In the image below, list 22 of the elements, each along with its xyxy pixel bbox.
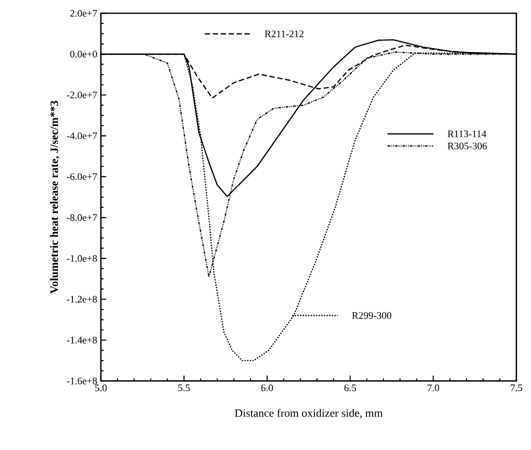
x-tick-label: 5.0: [95, 384, 107, 392]
y-tick-label: -1.4e+8: [66, 336, 97, 344]
x-tick-label: 6.5: [344, 384, 356, 392]
legend-label: R305-306: [448, 142, 487, 150]
y-tick-label: -2.0e+7: [66, 92, 98, 98]
x-tick-label: 5.5: [178, 384, 190, 392]
y-tick-label: -6.0e+7: [66, 173, 98, 180]
y-tick-label: 0.0e+0: [70, 50, 97, 58]
x-axis-title: Distance from oxidizer side, mm: [234, 408, 383, 419]
x-tick-label: 6.0: [261, 384, 273, 392]
y-tick-label: -4.0e+7: [66, 132, 98, 140]
x-tick-label: 7.0: [428, 384, 440, 392]
x-tick-label: 7.5: [510, 384, 522, 392]
y-tick-label: 2.0e+7: [70, 10, 98, 17]
legend-label: R211-212: [264, 30, 304, 38]
y-tick-label: -1.0e+8: [66, 255, 97, 262]
legend-label: R113-114: [448, 130, 486, 138]
y-tick-label: -1.2e+8: [66, 296, 97, 303]
y-tick-label: -8.0e+7: [66, 214, 98, 221]
y-tick-label: -1.6e+8: [66, 378, 97, 384]
legend-label: R299-300: [352, 312, 392, 319]
y-axis-title: Volumetric heat release rate, J/sec/m**3: [50, 100, 60, 294]
